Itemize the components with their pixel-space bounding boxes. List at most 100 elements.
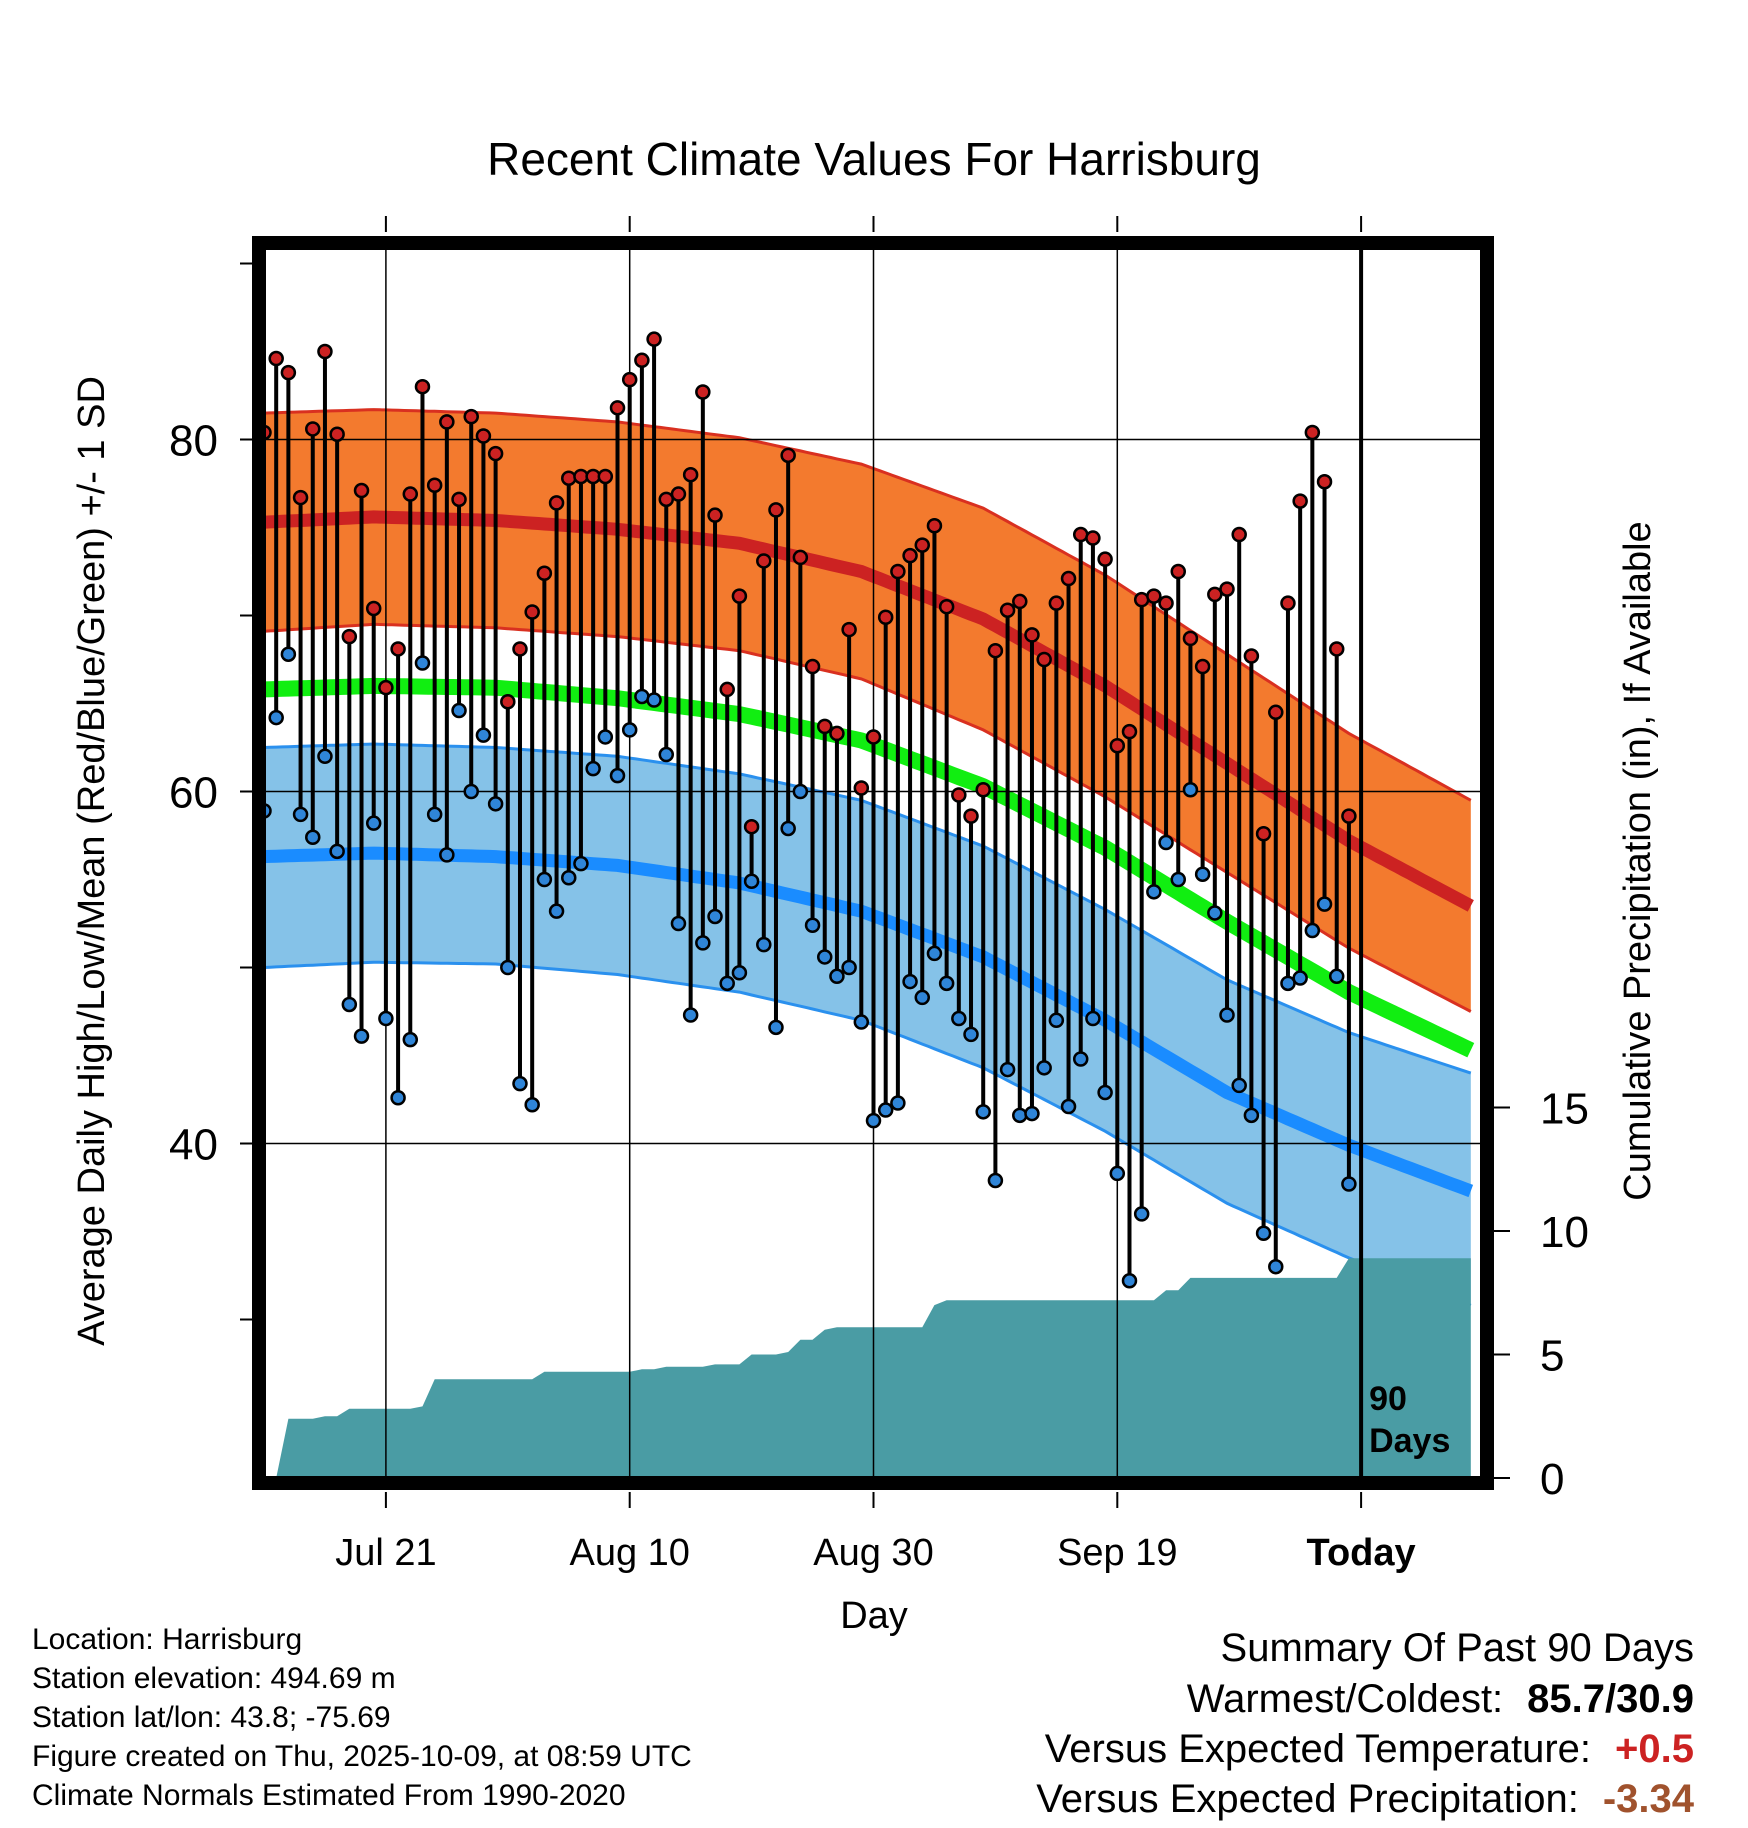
temp-value: +0.5 [1615,1727,1694,1771]
y2-tick-label: 15 [1540,1085,1589,1134]
temp-label: Versus Expected Temperature: [1044,1727,1592,1771]
daily-low-point [487,796,504,812]
cumulative-precipitation-area [264,1258,1471,1478]
daily-low-point [524,1097,540,1113]
daily-low-point [670,915,687,932]
y2-axis-label: Cumulative Precipitation (in), If Availa… [1617,521,1659,1200]
station-info: Location: Harrisburg Station elevation: … [32,1620,692,1815]
daily-high-point [500,693,516,710]
daily-low-point [1328,968,1345,985]
daily-high-point [719,681,735,698]
daily-high-point [682,466,699,483]
daily-low-point [317,748,333,765]
y-tick-label: 40 [169,1121,218,1170]
daily-low-point [938,975,955,992]
axes: 80 60 40 15 10 5 0 Jul 21 Aug 10 Aug 30 Sep 19 Toda… [169,216,1589,1574]
warmest-value: 85.7/30.9 [1527,1677,1694,1721]
daily-high-point [439,414,455,430]
daily-low-point [1304,922,1321,939]
daily-high-point [1085,530,1101,546]
daily-high-point [512,641,528,657]
daily-low-point [853,1014,870,1030]
daily-low-point [378,1010,394,1027]
daily-low-point [1097,1084,1113,1101]
daily-high-point [1243,648,1260,664]
daily-low-point [768,1019,784,1036]
daily-high-point [548,495,565,511]
today-marker: 90 Days [1359,248,1450,1478]
daily-low-point [877,1102,894,1118]
daily-low-point [426,806,443,823]
daily-low-point [780,820,796,837]
daily-low-point [439,847,455,863]
daily-low-point [402,1031,419,1048]
high-sd-lower-edge [263,622,1472,1013]
summary-precip-row: Versus Expected Precipitation: -3.34 [1036,1774,1694,1824]
today-label-days-word: Days [1369,1422,1450,1460]
y-tick-label: 60 [169,769,218,818]
daily-high-point [963,808,979,824]
summary-panel: Summary Of Past 90 Days Warmest/Coldest:… [1036,1622,1694,1824]
daily-high-point [561,470,577,486]
daily-low-point [804,917,821,934]
daily-low-point [1024,1105,1040,1122]
daily-high-point [658,491,675,508]
daily-low-point [707,908,723,925]
daily-high-point [609,400,626,416]
daily-high-point [621,371,638,388]
daily-range-bars [262,339,1351,1281]
daily-high-point [402,486,419,502]
daily-high-point [1121,723,1138,740]
daily-high-point [890,563,906,580]
daily-low-point [816,949,833,965]
x-tick-label: Today [1307,1532,1416,1574]
daily-high-point [695,384,711,400]
low-sd-upper-edge [263,742,1472,1075]
daily-high-point [536,565,553,582]
y-axis-label: Average Daily High/Low/Mean (Red/Blue/Gr… [71,376,113,1346]
daily-low-point [341,996,358,1013]
daily-low-point [1182,781,1199,798]
high-sd-band-fill [264,409,1471,1012]
plot-frame [252,236,1494,1490]
daily-high-point [999,602,1016,618]
daily-low-point [1109,1165,1126,1182]
daily-low-point [585,760,601,777]
daily-low-point [597,729,614,745]
daily-high-point [1255,825,1272,842]
y2-tick-label: 10 [1540,1208,1589,1257]
daily-high-point [597,468,614,485]
daily-low-point [914,989,931,1006]
y-tick-label: 80 [169,417,218,466]
daily-low-point [500,959,516,976]
daily-low-point [1255,1225,1272,1242]
daily-high-point [1194,658,1211,675]
daily-low-point [999,1061,1016,1078]
daily-low-point [1231,1077,1247,1094]
daily-low-point [682,1007,699,1023]
daily-high-point [524,604,540,620]
daily-low-point [548,903,565,919]
daily-low-point [951,1010,967,1027]
daily-low-point [609,767,626,784]
precip-area-fill [264,1258,1471,1478]
normal-mean-line [263,677,1475,1058]
daily-low-point [365,815,382,831]
daily-low-point [865,1112,882,1129]
daily-high-point [670,486,687,502]
daily-low-point [463,783,479,800]
daily-high-point [463,408,479,425]
daily-low-point [756,936,772,953]
normal-mean-line-path [263,677,1475,1058]
daily-high-point [1109,737,1126,754]
warmest-label: Warmest/Coldest: [1186,1677,1504,1721]
daily-high-point [317,343,333,360]
daily-low-point [719,975,735,992]
daily-low-point [926,945,943,962]
daily-low-point [1194,866,1211,882]
daily-high-point [1170,563,1186,580]
daily-high-point [1182,630,1199,647]
summary-title: Summary Of Past 90 Days [1220,1626,1694,1670]
daily-high-point [816,718,833,735]
